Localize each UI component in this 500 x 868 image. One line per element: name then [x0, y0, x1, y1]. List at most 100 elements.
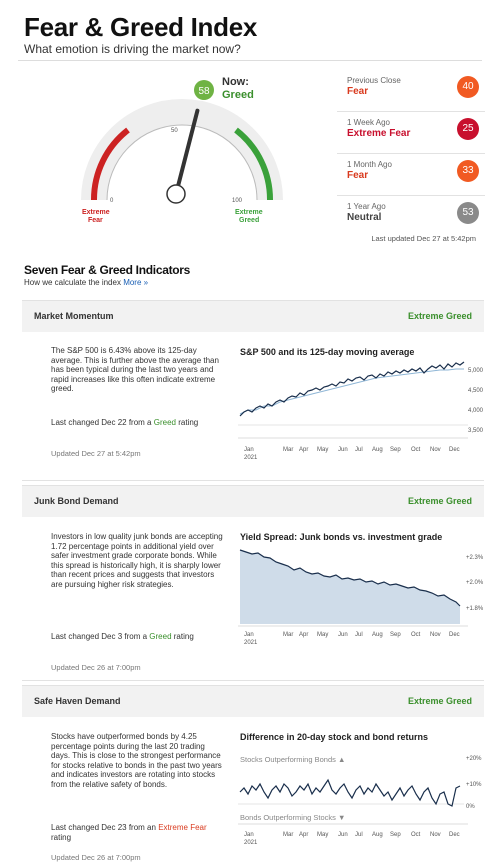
x-tick: Dec [449, 447, 460, 453]
y-tick: +20% [466, 756, 482, 762]
gauge-hub [166, 184, 186, 204]
history-label: Previous Close [347, 76, 401, 85]
x-tick: Apr [299, 832, 308, 838]
indicator-description: Stocks have outperformed bonds by 4.25 p… [51, 732, 222, 789]
x-tick: May [317, 632, 328, 638]
x-tick: Jun [338, 447, 348, 453]
history-list: Previous Close Fear 40 1 Week Ago Extrem… [337, 70, 485, 238]
divider [22, 480, 484, 481]
indicator-rating: Extreme Greed [407, 696, 472, 706]
x-tick: Jan [244, 832, 254, 838]
indicators-subtitle-text: How we calculate the index [24, 278, 121, 287]
y-tick: +10% [466, 782, 482, 788]
changed-rating: Extreme Fear [158, 823, 207, 832]
indicator-last-changed: Last changed Dec 23 from an Extreme Fear… [51, 823, 211, 842]
gauge-value: 58 [198, 86, 210, 97]
x-tick-year: 2021 [244, 640, 258, 646]
x-tick: Aug [372, 447, 383, 453]
x-tick: Apr [299, 447, 308, 453]
x-tick: Aug [372, 632, 383, 638]
gauge-tick-100: 100 [232, 198, 243, 204]
indicator-header-junk-bond-demand[interactable]: Junk Bond Demand Extreme Greed [22, 485, 484, 517]
gauge-tick-50: 50 [171, 128, 178, 134]
history-label: 1 Month Ago [347, 160, 392, 169]
last-updated: Last updated Dec 27 at 5:42pm [371, 234, 476, 243]
changed-suffix: rating [173, 632, 194, 641]
x-tick: Nov [430, 447, 441, 453]
indicator-name: Market Momentum [34, 311, 114, 321]
indicator-name: Junk Bond Demand [34, 496, 119, 506]
y-tick: 4,500 [468, 388, 484, 394]
divider [22, 680, 484, 681]
indicator-last-changed: Last changed Dec 3 from a Greed rating [51, 632, 211, 642]
yield-spread-line [239, 549, 461, 607]
changed-prefix: Last changed Dec 22 from a [51, 418, 152, 427]
x-tick: Dec [449, 832, 460, 838]
gauge-value-badge [194, 80, 214, 100]
history-score: 40 [457, 76, 479, 98]
indicator-rating: Extreme Greed [407, 496, 472, 506]
x-tick: Mar [283, 832, 293, 838]
x-tick: Jul [355, 447, 363, 453]
y-tick: 4,000 [468, 408, 484, 414]
gauge-label-extreme-greed: Extreme Greed [235, 209, 263, 224]
x-tick: Aug [372, 832, 383, 838]
indicator-description: The S&P 500 is 6.43% above its 125-day a… [51, 346, 219, 393]
x-tick: Jan [244, 447, 254, 453]
changed-rating: Greed [153, 418, 176, 427]
x-axis: Jan 2021 Mar Apr May Jun Jul Aug Sep Oct… [238, 823, 468, 846]
x-tick: Dec [449, 632, 460, 638]
more-link[interactable]: More » [123, 278, 149, 287]
chart-title: S&P 500 and its 125-day moving average [240, 347, 415, 357]
history-previous-close: Previous Close Fear 40 [337, 70, 485, 112]
x-tick: Mar [283, 447, 293, 453]
changed-suffix: rating [178, 418, 199, 427]
now-label: Now: [222, 76, 249, 88]
upper-zone-label: Stocks Outperforming Bonds ▲ [240, 755, 345, 764]
stock-bond-returns-chart: Stocks Outperforming Bonds ▲ Bonds Outpe… [238, 755, 482, 846]
x-tick: Oct [411, 832, 421, 838]
yield-spread-area [240, 550, 460, 624]
y-tick: +1.8% [466, 606, 484, 612]
indicator-description: Investors in low quality junk bonds are … [51, 532, 223, 589]
x-tick: Oct [411, 632, 421, 638]
indicators-title: Seven Fear & Greed Indicators [24, 263, 191, 277]
x-tick: Jun [338, 632, 348, 638]
chart-title: Yield Spread: Junk bonds vs. investment … [240, 532, 443, 542]
x-tick: Jun [338, 832, 348, 838]
page-title: Fear & Greed Index [24, 12, 258, 42]
lower-zone-label: Bonds Outperforming Stocks ▼ [240, 813, 345, 822]
history-score: 25 [457, 118, 479, 140]
x-tick-year: 2021 [244, 455, 258, 461]
x-tick: Apr [299, 632, 308, 638]
x-tick: Sep [390, 447, 401, 453]
y-tick: 5,000 [468, 368, 484, 374]
indicator-name: Safe Haven Demand [34, 696, 121, 706]
changed-suffix: rating [51, 832, 72, 842]
page-subtitle: What emotion is driving the market now? [24, 42, 241, 56]
indicator-header-safe-haven-demand[interactable]: Safe Haven Demand Extreme Greed [22, 685, 484, 717]
x-tick: Oct [411, 447, 421, 453]
indicator-rating: Extreme Greed [407, 311, 472, 321]
x-tick: Nov [430, 632, 441, 638]
changed-prefix: Last changed Dec 23 from an [51, 823, 156, 832]
chart-title: Difference in 20-day stock and bond retu… [240, 732, 429, 742]
x-tick: May [317, 447, 328, 453]
extreme-fear-arc [90, 127, 130, 201]
x-tick: Jul [355, 832, 363, 838]
indicator-header-market-momentum[interactable]: Market Momentum Extreme Greed [22, 300, 484, 332]
moving-average-line [239, 368, 464, 415]
now-rating: Greed [222, 89, 254, 101]
history-1-month-ago: 1 Month Ago Fear 33 [337, 154, 485, 196]
history-1-week-ago: 1 Week Ago Extreme Fear 25 [337, 112, 485, 154]
stock-bond-line [239, 778, 461, 807]
history-label: 1 Week Ago [347, 118, 390, 127]
x-tick: Nov [430, 832, 441, 838]
history-label: 1 Year Ago [347, 202, 386, 211]
y-tick: +2.3% [466, 555, 484, 561]
y-tick: +2.0% [466, 580, 484, 586]
extreme-greed-arc [234, 127, 274, 201]
history-rating: Fear [347, 86, 369, 97]
history-rating: Neutral [347, 212, 382, 223]
x-tick-year: 2021 [244, 840, 258, 846]
